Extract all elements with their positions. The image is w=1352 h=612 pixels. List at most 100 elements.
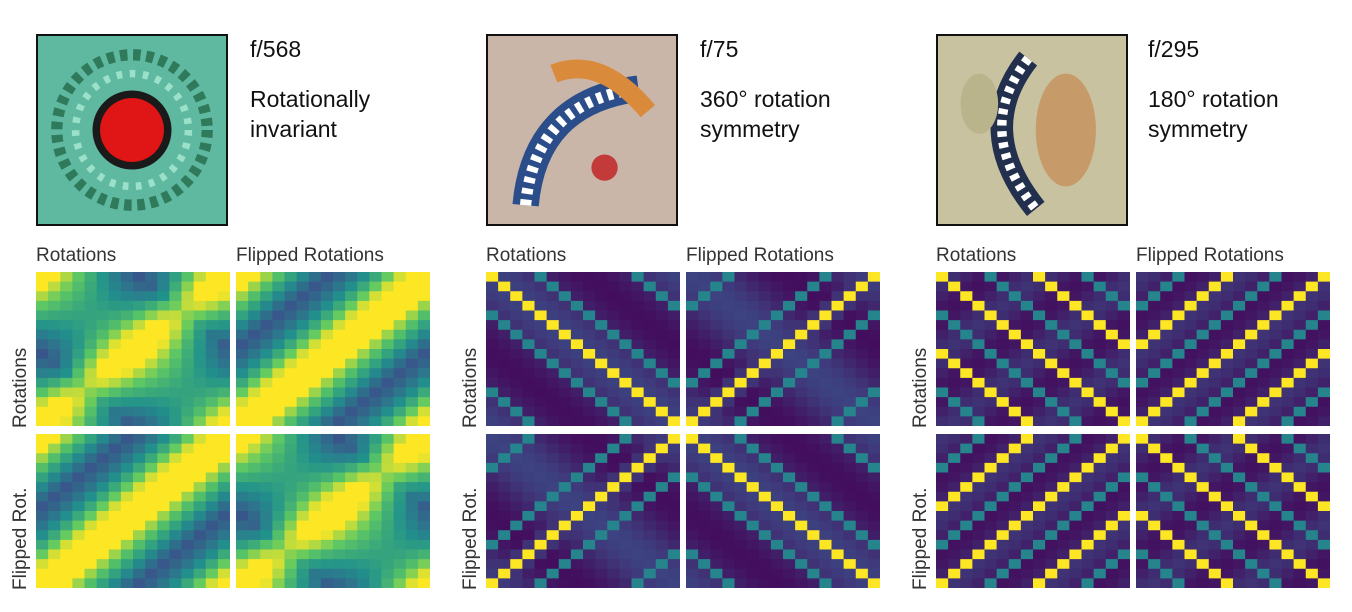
matrix-cell — [1069, 329, 1083, 340]
matrix-cell — [546, 472, 560, 483]
matrix-cell — [1269, 568, 1283, 579]
matrix-cell — [308, 416, 322, 426]
matrix-cell — [1136, 387, 1149, 398]
matrix-cell — [72, 472, 86, 483]
matrix-cell — [60, 501, 73, 512]
matrix-cell — [1057, 482, 1070, 493]
matrix-cell — [157, 453, 170, 464]
matrix-cell — [867, 281, 880, 292]
matrix-cell — [345, 291, 358, 302]
matrix-cell — [734, 397, 748, 408]
matrix-cell — [1136, 358, 1149, 369]
matrix-cell — [807, 281, 820, 292]
matrix-cell — [686, 291, 699, 302]
matrix-cell — [96, 530, 110, 541]
matrix-cell — [522, 462, 536, 473]
matrix-cell — [1148, 434, 1161, 445]
matrix-cell — [296, 397, 310, 408]
matrix-cell — [381, 281, 395, 292]
matrix-cell — [296, 339, 310, 350]
matrix-cell — [686, 329, 699, 340]
matrix-cell — [698, 310, 711, 321]
matrix-cell — [807, 397, 820, 408]
matrix-cell — [260, 559, 273, 570]
matrix-cell — [595, 406, 608, 417]
matrix-cell — [534, 549, 548, 560]
matrix-cell — [345, 329, 358, 340]
matrix-cell — [1293, 559, 1307, 570]
matrix-cell — [284, 329, 298, 340]
matrix-cell — [843, 300, 857, 311]
matrix-cell — [807, 272, 820, 283]
matrix-cell — [1081, 501, 1095, 512]
matrix-cell — [393, 358, 407, 369]
matrix-cell — [369, 443, 383, 454]
matrix-cell — [284, 397, 298, 408]
matrix-cell — [795, 462, 808, 473]
matrix-cell — [36, 578, 49, 588]
matrix-cell — [486, 434, 499, 445]
matrix-cell — [108, 397, 122, 408]
matrix-cell — [746, 491, 760, 502]
matrix-cell — [1281, 349, 1295, 360]
matrix-cell — [84, 434, 98, 445]
matrix-cell — [522, 568, 536, 579]
matrix-cell — [686, 530, 699, 541]
matrix-cell — [486, 559, 499, 570]
matrix-cell — [1184, 339, 1198, 350]
matrix-cell — [193, 520, 207, 531]
matrix-cell — [510, 549, 523, 560]
matrix-cell — [498, 482, 511, 493]
matrix-cell — [1184, 578, 1198, 588]
matrix-cell — [381, 291, 395, 302]
matrix-cell — [843, 358, 857, 369]
matrix-cell — [570, 434, 584, 445]
matrix-cell — [1069, 310, 1083, 321]
matrix-cell — [546, 387, 560, 398]
matrix-cell — [1020, 397, 1034, 408]
matrix-cell — [534, 501, 548, 512]
matrix-cell — [1045, 339, 1058, 350]
matrix-cell — [1033, 358, 1046, 369]
matrix-cell — [108, 472, 122, 483]
matrix-cell — [181, 520, 195, 531]
matrix-cell — [1117, 377, 1130, 388]
matrix-cell — [1045, 491, 1058, 502]
matrix-cell — [133, 291, 146, 302]
matrix-cell — [108, 559, 122, 570]
matrix-cell — [710, 559, 723, 570]
matrix-cell — [831, 511, 845, 522]
matrix-cell — [831, 310, 845, 321]
matrix-cell — [1293, 453, 1307, 464]
matrix-cell — [795, 310, 808, 321]
matrix-cell — [1069, 291, 1083, 302]
matrix-cell — [1184, 549, 1198, 560]
matrix-cell — [145, 339, 158, 350]
matrix-cell — [807, 358, 820, 369]
matrix-cell — [405, 472, 419, 483]
matrix-cell — [498, 387, 511, 398]
viz-ring — [51, 49, 213, 211]
matrix-cell — [570, 539, 584, 550]
matrix-cell — [60, 320, 73, 331]
matrix-cell — [948, 377, 961, 388]
matrix-cell — [1196, 416, 1210, 426]
matrix-cell — [1245, 578, 1258, 588]
matrix-cell — [972, 434, 986, 445]
matrix-cell — [308, 530, 322, 541]
matrix-cell — [357, 368, 370, 379]
matrix-cell — [1148, 406, 1161, 417]
matrix-cell — [619, 416, 633, 426]
viz-ring — [71, 69, 193, 191]
matrix-cell — [272, 291, 286, 302]
matrix-cell — [984, 416, 998, 426]
matrix-cell — [1008, 358, 1022, 369]
matrix-cell — [643, 453, 657, 464]
matrix-cell — [1136, 462, 1149, 473]
matrix-cell — [558, 530, 572, 541]
matrix-cell — [84, 377, 98, 388]
matrix-cell — [996, 349, 1010, 360]
matrix-cell — [405, 310, 419, 321]
matrix-cell — [1208, 511, 1222, 522]
matrix-cell — [984, 501, 998, 512]
